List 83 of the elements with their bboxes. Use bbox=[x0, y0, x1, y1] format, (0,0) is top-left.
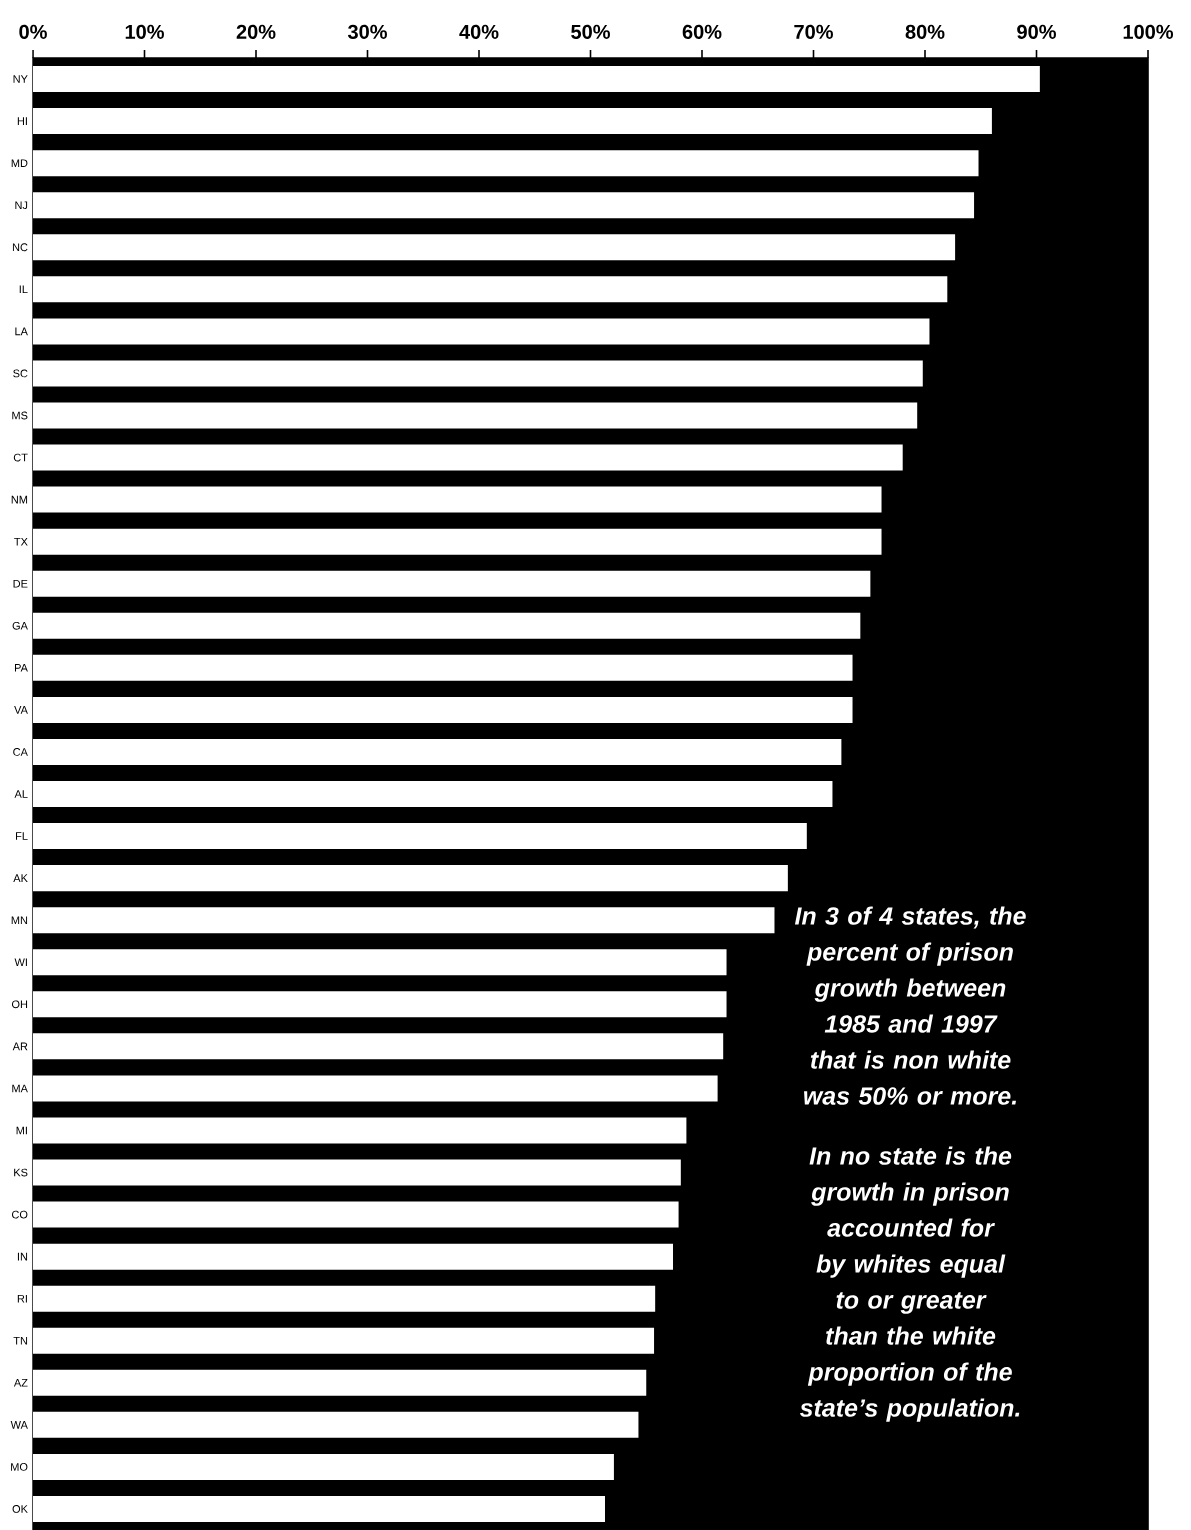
y-tick-label: AK bbox=[13, 874, 28, 882]
bar bbox=[33, 1033, 724, 1060]
y-tick-label: HI bbox=[17, 117, 27, 125]
x-tick-label: 90% bbox=[1017, 24, 1056, 39]
bar bbox=[33, 865, 788, 892]
y-tick-label: RI bbox=[17, 1294, 27, 1303]
bar bbox=[33, 276, 948, 303]
y-tick-label: OK bbox=[12, 1505, 28, 1513]
y-tick-label: PA bbox=[14, 664, 28, 672]
y-tick-label: CO bbox=[12, 1210, 28, 1219]
bar bbox=[33, 444, 903, 471]
y-tick-label: AL bbox=[14, 790, 28, 798]
bar bbox=[33, 1117, 687, 1144]
y-tick-label: NC bbox=[12, 243, 28, 252]
x-tick-label: 70% bbox=[794, 24, 833, 39]
x-tick-label: 20% bbox=[236, 24, 276, 39]
bar bbox=[33, 1285, 656, 1312]
y-tick-label: DE bbox=[13, 579, 28, 588]
bar bbox=[33, 1369, 647, 1396]
bar bbox=[33, 1243, 674, 1270]
bar bbox=[33, 192, 975, 219]
bar bbox=[33, 66, 1040, 93]
bar bbox=[33, 150, 979, 177]
y-tick-label: MS bbox=[12, 411, 28, 420]
y-tick-label: MI bbox=[16, 1126, 27, 1135]
bar bbox=[33, 949, 727, 976]
y-tick-label: KS bbox=[14, 1168, 28, 1177]
bar bbox=[33, 360, 923, 387]
bar bbox=[33, 907, 775, 934]
y-tick-label: MD bbox=[11, 159, 28, 167]
y-tick-label: NM bbox=[11, 495, 28, 504]
bar bbox=[33, 1453, 614, 1480]
annotation: In 3 of 4 states, the percent of prison growth between 1985 and 1997 that is non white was 50% or more. bbox=[794, 906, 1026, 1105]
y-tick-label: AZ bbox=[13, 1379, 28, 1387]
y-tick-label: LA bbox=[15, 327, 28, 336]
bar bbox=[33, 402, 918, 429]
bar bbox=[33, 781, 833, 808]
bar bbox=[33, 991, 727, 1018]
y-tick-label: CA bbox=[13, 748, 28, 756]
y-tick-label: TN bbox=[13, 1336, 28, 1345]
bar bbox=[33, 1327, 655, 1354]
bar bbox=[33, 486, 882, 513]
bar bbox=[33, 823, 807, 850]
y-tick-label: NY bbox=[13, 75, 28, 83]
bar bbox=[33, 738, 842, 765]
y-tick-label: TX bbox=[14, 537, 28, 546]
bar bbox=[33, 1411, 639, 1438]
y-tick-label: GA bbox=[12, 621, 28, 630]
bar bbox=[33, 108, 992, 135]
bar bbox=[33, 1201, 679, 1228]
y-tick-label: NJ bbox=[15, 201, 28, 210]
bar bbox=[33, 1495, 605, 1522]
annotation: In no state is the growth in prison accounted for by whites equal to or greater than the white proportion of the state’s population. bbox=[799, 1146, 1020, 1422]
bar bbox=[33, 234, 956, 261]
bar bbox=[33, 612, 861, 639]
bar bbox=[33, 570, 871, 597]
x-tick-label: 50% bbox=[571, 24, 610, 39]
y-tick-label: IN bbox=[17, 1252, 28, 1261]
bar bbox=[33, 1075, 718, 1102]
y-tick-label: AR bbox=[12, 1042, 28, 1051]
x-tick-label: 10% bbox=[125, 24, 164, 39]
y-tick-label: OH bbox=[11, 1000, 28, 1009]
y-tick-label: VA bbox=[14, 706, 28, 714]
x-tick-label: 60% bbox=[682, 24, 722, 39]
y-tick-label: MO bbox=[11, 1463, 28, 1471]
x-tick-label: 30% bbox=[347, 24, 387, 39]
y-tick-label: SC bbox=[13, 369, 28, 378]
bar bbox=[33, 696, 853, 723]
bar bbox=[33, 528, 882, 555]
x-tick-label: 100% bbox=[1123, 24, 1174, 39]
x-tick-label: 0% bbox=[19, 24, 47, 39]
x-tick-label: 80% bbox=[905, 24, 945, 39]
y-tick-label: FL bbox=[16, 832, 28, 840]
bar bbox=[33, 654, 853, 681]
y-tick-label: IL bbox=[19, 285, 28, 294]
bar bbox=[33, 1159, 681, 1186]
y-tick-label: CT bbox=[13, 453, 28, 462]
y-tick-label: MA bbox=[12, 1084, 28, 1093]
y-tick-label: WA bbox=[10, 1421, 28, 1429]
y-tick-label: WI bbox=[14, 958, 27, 967]
bar bbox=[33, 318, 930, 345]
y-tick-label: MN bbox=[11, 916, 28, 924]
x-tick-label: 40% bbox=[459, 24, 499, 39]
